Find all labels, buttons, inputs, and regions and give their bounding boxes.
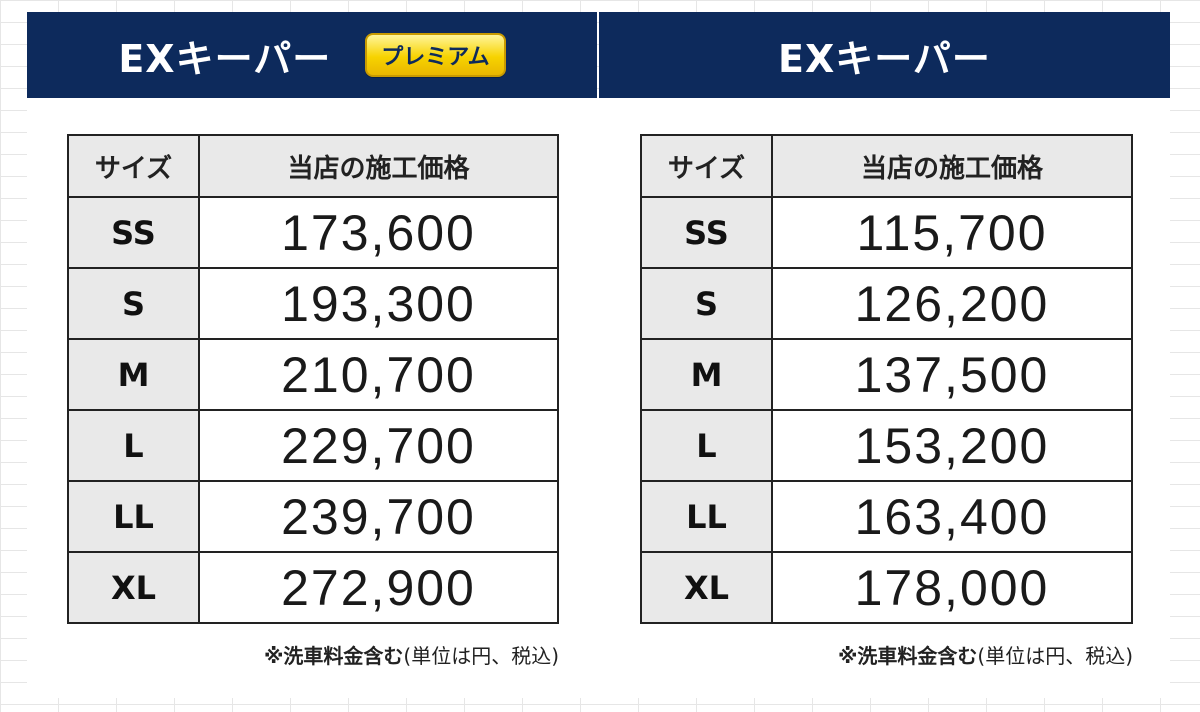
column-header-price: 当店の施工価格 [771, 134, 1133, 198]
price-cell: 137,500 [771, 338, 1133, 411]
table-row: S 193,300 [67, 267, 559, 340]
table-row: XL 272,900 [67, 551, 559, 624]
price-cell: 210,700 [198, 338, 559, 411]
note-bold: ※洗車料金含む [837, 644, 978, 668]
tax-note-standard: ※洗車料金含む(単位は円、税込) [640, 640, 1133, 669]
header-standard: EXキーパー [599, 12, 1170, 98]
table-row: S 126,200 [640, 267, 1133, 340]
column-header-size: サイズ [67, 134, 200, 198]
size-cell: LL [67, 480, 200, 553]
table-row: SS 173,600 [67, 196, 559, 269]
price-cell: 115,700 [771, 196, 1133, 269]
price-table-premium: サイズ 当店の施工価格 SS 173,600 S 193,300 M 210,7… [67, 134, 559, 624]
table-row: M 137,500 [640, 338, 1133, 411]
size-cell: XL [640, 551, 773, 624]
size-cell: LL [640, 480, 773, 553]
header-title-standard: EXキーパー [778, 36, 991, 81]
price-cell: 272,900 [198, 551, 559, 624]
header-premium: EXキーパー プレミアム [27, 12, 597, 98]
price-cell: 193,300 [198, 267, 559, 340]
size-cell: L [67, 409, 200, 482]
note-bold: ※洗車料金含む [263, 644, 404, 668]
size-cell: SS [67, 196, 200, 269]
tax-note-premium: ※洗車料金含む(単位は円、税込) [67, 640, 559, 669]
premium-badge: プレミアム [365, 33, 506, 77]
table-row: L 229,700 [67, 409, 559, 482]
column-header-size: サイズ [640, 134, 773, 198]
price-cell: 163,400 [771, 480, 1133, 553]
price-cell: 229,700 [198, 409, 559, 482]
price-cell: 126,200 [771, 267, 1133, 340]
size-cell: M [640, 338, 773, 411]
column-header-price: 当店の施工価格 [198, 134, 559, 198]
size-cell: M [67, 338, 200, 411]
price-cell: 173,600 [198, 196, 559, 269]
size-cell: XL [67, 551, 200, 624]
size-cell: SS [640, 196, 773, 269]
table-row: M 210,700 [67, 338, 559, 411]
size-cell: S [640, 267, 773, 340]
table-row: XL 178,000 [640, 551, 1133, 624]
table-header-row: サイズ 当店の施工価格 [67, 134, 559, 198]
table-row: SS 115,700 [640, 196, 1133, 269]
table-row: L 153,200 [640, 409, 1133, 482]
note-normal: (単位は円、税込) [403, 644, 559, 668]
table-row: LL 163,400 [640, 480, 1133, 553]
header-title-premium: EXキーパー [118, 36, 332, 81]
table-row: LL 239,700 [67, 480, 559, 553]
price-table-standard: サイズ 当店の施工価格 SS 115,700 S 126,200 M 137,5… [640, 134, 1133, 624]
price-cell: 153,200 [771, 409, 1133, 482]
size-cell: L [640, 409, 773, 482]
price-cell: 239,700 [198, 480, 559, 553]
note-normal: (単位は円、税込) [977, 644, 1133, 668]
table-header-row: サイズ 当店の施工価格 [640, 134, 1133, 198]
price-cell: 178,000 [771, 551, 1133, 624]
size-cell: S [67, 267, 200, 340]
